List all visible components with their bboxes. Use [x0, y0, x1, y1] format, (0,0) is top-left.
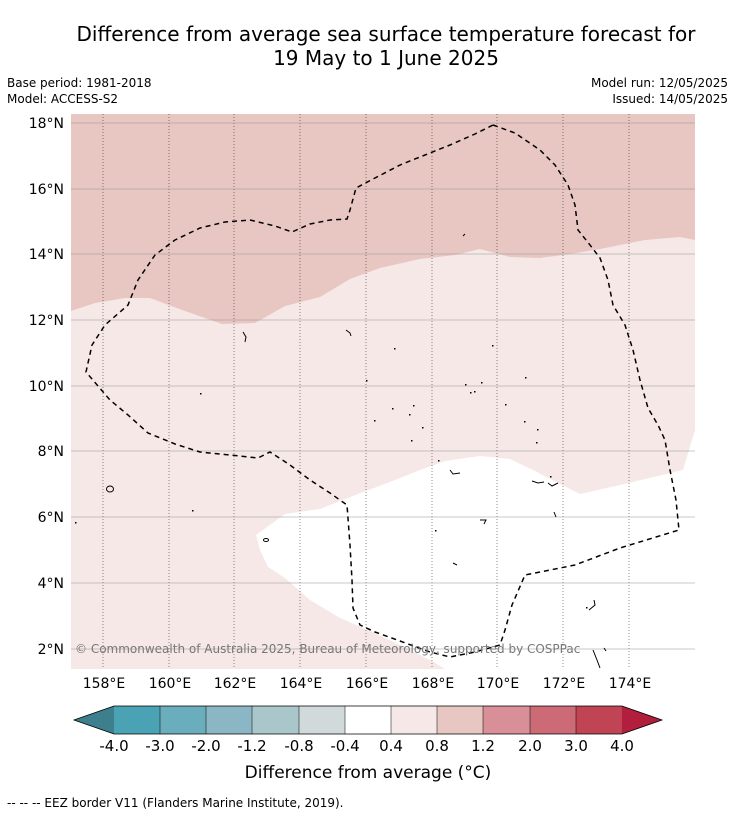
- colorbar-extend-low: [74, 706, 114, 734]
- meta-right: Model run: 12/05/2025 Issued: 14/05/2025: [591, 75, 728, 107]
- meta-left: Base period: 1981-2018 Model: ACCESS-S2: [7, 75, 152, 107]
- colorbar-segment: [391, 706, 437, 734]
- colorbar-label: 1.2: [471, 737, 495, 755]
- colorbar-segment: [252, 706, 299, 734]
- colorbar-label: 3.0: [564, 737, 588, 755]
- colorbar-segment: [114, 706, 160, 734]
- colorbar-label: 4.0: [610, 737, 634, 755]
- colorbar-segment: [530, 706, 576, 734]
- colorbar-label: -2.0: [191, 737, 220, 755]
- lon-tick-label: 158°E: [83, 676, 126, 692]
- title-line-2: 19 May to 1 June 2025: [273, 46, 499, 70]
- lat-tick-label: 16°N: [29, 182, 64, 198]
- longitude-axis: 158°E 160°E 162°E 164°E 166°E 168°E 170°…: [83, 676, 652, 692]
- lon-tick-label: 162°E: [214, 676, 257, 692]
- colorbar-segment: [437, 706, 483, 734]
- colorbar-label: 2.0: [518, 737, 542, 755]
- lon-tick-label: 168°E: [412, 676, 455, 692]
- colorbar-label: -0.8: [284, 737, 313, 755]
- colorbar-extend-high: [622, 706, 662, 734]
- title-line-1: Difference from average sea surface temp…: [76, 22, 696, 46]
- colorbar-segment: [206, 706, 252, 734]
- lon-tick-label: 170°E: [477, 676, 520, 692]
- colorbar-segment: [576, 706, 622, 734]
- colorbar-label: -0.4: [330, 737, 359, 755]
- model-run: Model run: 12/05/2025: [590, 76, 728, 90]
- lat-tick-label: 4°N: [38, 576, 64, 592]
- zone-pink-north: [71, 114, 695, 324]
- colorbar-segment: [299, 706, 345, 734]
- lat-tick-label: 2°N: [38, 642, 64, 658]
- copyright-notice: © Commonwealth of Australia 2025, Bureau…: [75, 642, 580, 656]
- colorbar-label: -3.0: [145, 737, 174, 755]
- islets: [75, 345, 588, 609]
- colorbar-label: -1.2: [237, 737, 266, 755]
- lon-tick-label: 160°E: [149, 676, 192, 692]
- islands: [106, 233, 607, 669]
- lat-tick-label: 12°N: [29, 313, 64, 329]
- lon-tick-label: 174°E: [609, 676, 652, 692]
- lat-tick-label: 6°N: [38, 510, 64, 526]
- lon-tick-label: 172°E: [543, 676, 586, 692]
- lat-tick-label: 14°N: [29, 247, 64, 263]
- colorbar-segment: [345, 706, 391, 734]
- lon-tick-label: 164°E: [280, 676, 323, 692]
- latitude-axis: 18°N 16°N 14°N 12°N 10°N 8°N 6°N 4°N 2°N: [29, 116, 64, 658]
- base-period: Base period: 1981-2018: [7, 76, 152, 90]
- gridlines: [71, 114, 695, 669]
- eez-legend-footnote: -- -- -- EEZ border V11 (Flanders Marine…: [7, 796, 344, 810]
- colorbar-label: 0.8: [425, 737, 449, 755]
- lon-tick-label: 166°E: [346, 676, 389, 692]
- colorbar-label: -4.0: [99, 737, 128, 755]
- map-plot-area: © Commonwealth of Australia 2025, Bureau…: [71, 114, 695, 669]
- colorbar-segment: [483, 706, 530, 734]
- lat-tick-label: 8°N: [38, 444, 64, 460]
- lat-tick-label: 18°N: [29, 116, 64, 132]
- colorbar-label: 0.4: [379, 737, 403, 755]
- lat-tick-label: 10°N: [29, 379, 64, 395]
- model-name: Model: ACCESS-S2: [7, 92, 119, 106]
- colorbar-segment: [160, 706, 206, 734]
- colorbar-title: Difference from average (°C): [244, 763, 492, 783]
- colorbar-outline: [72, 705, 664, 735]
- issued-date: Issued: 14/05/2025: [612, 92, 728, 106]
- map-title: Difference from average sea surface temp…: [0, 22, 736, 70]
- colorbar: -4.0 -3.0 -2.0 -1.2 -0.8 -0.4 0.4 0.8 1.…: [72, 705, 664, 755]
